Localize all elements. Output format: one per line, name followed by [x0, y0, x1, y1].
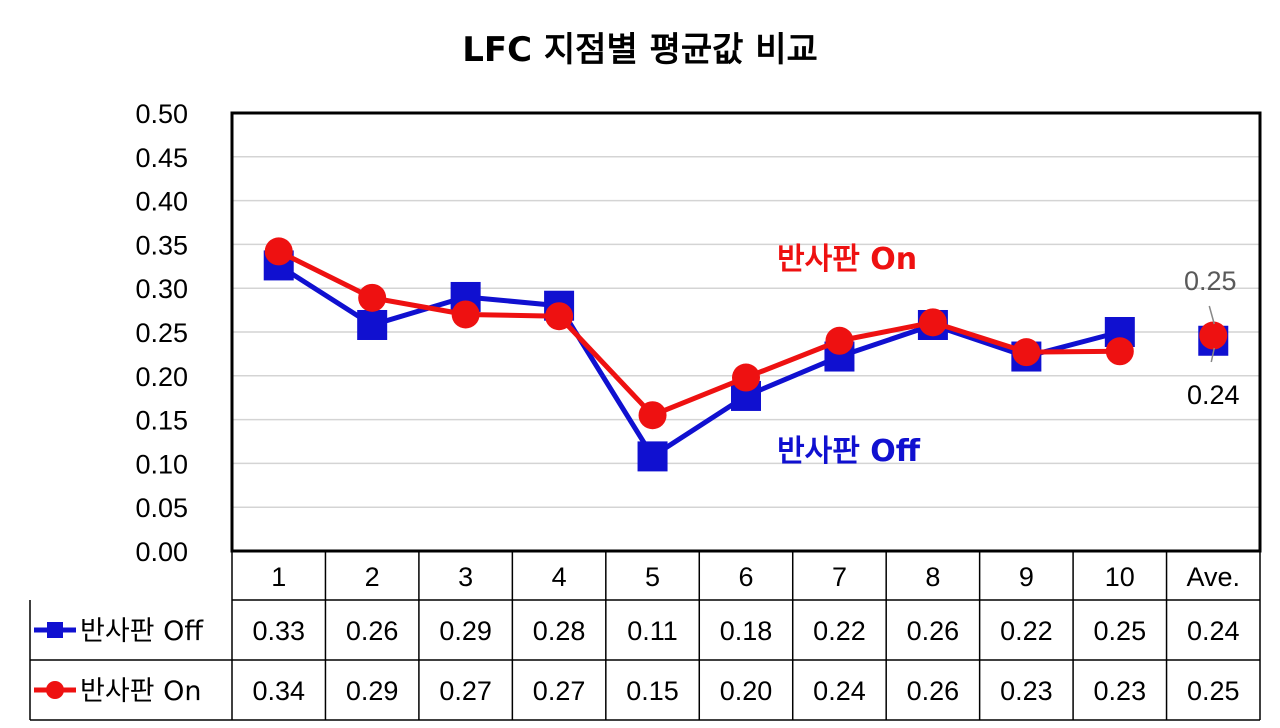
table-cell-on: 0.15	[626, 676, 679, 706]
table-cell-on: 0.23	[1094, 676, 1147, 706]
series-label-off: 반사판 Off	[777, 434, 921, 469]
y-tick-label: 0.25	[135, 318, 188, 348]
table-cell-off: 0.25	[1094, 616, 1147, 646]
average-label-off: 0.24	[1187, 380, 1240, 410]
x-tick-label: Ave.	[1186, 562, 1240, 592]
plot-area-border	[230, 111, 1262, 553]
data-point-on	[264, 237, 293, 266]
table-cell-on: 0.26	[907, 676, 960, 706]
y-tick-label: 0.35	[135, 230, 188, 260]
data-point-on	[1012, 338, 1041, 367]
y-tick-label: 0.15	[135, 406, 188, 436]
table-cell-on: 0.25	[1187, 676, 1240, 706]
y-tick-label: 0.05	[135, 493, 188, 523]
series-line-off	[277, 263, 1121, 459]
table-cell-off: 0.22	[1000, 616, 1053, 646]
series-label-on: 반사판 On	[777, 242, 917, 277]
y-tick-label: 0.00	[135, 537, 188, 567]
x-tick-label: 7	[832, 562, 847, 592]
data-point-on	[732, 363, 760, 392]
table-cell-off: 0.24	[1187, 616, 1240, 646]
y-tick-label: 0.40	[135, 187, 188, 217]
data-point-on	[545, 302, 574, 331]
leader-line	[1210, 347, 1216, 363]
table-cell-off: 0.18	[720, 616, 773, 646]
table-cell-off: 0.29	[439, 616, 492, 646]
series-line-on	[277, 249, 1120, 418]
data-point-on	[451, 300, 480, 329]
x-tick-label: 5	[645, 562, 660, 592]
data-point-on	[825, 326, 854, 355]
data-point-off	[637, 441, 668, 472]
x-tick-label: 9	[1019, 562, 1034, 592]
data-point-on	[1199, 321, 1228, 350]
data-point-on	[638, 401, 667, 430]
table-cell-on: 0.23	[1000, 676, 1053, 706]
table-cell-on: 0.20	[720, 676, 773, 706]
legend-marker-off	[47, 622, 63, 638]
table-cell-off: 0.28	[533, 616, 586, 646]
data-point-on	[918, 308, 947, 337]
y-tick-label: 0.50	[135, 99, 188, 129]
data-point-off	[357, 309, 388, 340]
x-tick-label: 2	[365, 562, 380, 592]
x-tick-label: 6	[738, 562, 753, 592]
y-tick-label: 0.30	[135, 274, 188, 304]
table-cell-off: 0.11	[627, 616, 678, 646]
table-cell-on: 0.27	[439, 676, 492, 706]
table-cell-on: 0.27	[533, 676, 586, 706]
x-tick-label: 4	[552, 562, 567, 592]
x-tick-label: 10	[1105, 562, 1135, 592]
y-tick-label: 0.10	[135, 449, 188, 479]
legend-label-off: 반사판 Off	[80, 616, 204, 647]
y-tick-label: 0.45	[135, 143, 188, 173]
leader-line	[1208, 305, 1215, 325]
table-cell-off: 0.26	[346, 616, 399, 646]
x-tick-label: 8	[925, 562, 940, 592]
table-cell-on: 0.34	[252, 676, 305, 706]
x-tick-label: 3	[458, 562, 473, 592]
data-point-on	[358, 283, 387, 312]
y-tick-label: 0.20	[135, 362, 188, 392]
table-cell-off: 0.33	[252, 616, 305, 646]
average-label-on: 0.25	[1184, 266, 1237, 296]
chart-title: LFC 지점별 평균값 비교	[462, 30, 818, 70]
table-cell-on: 0.24	[813, 676, 866, 706]
table-cell-on: 0.29	[346, 676, 399, 706]
data-point-on	[1105, 337, 1134, 366]
x-tick-label: 1	[271, 562, 286, 592]
table-cell-off: 0.26	[907, 616, 960, 646]
legend-marker-on	[46, 681, 64, 699]
legend-label-on: 반사판 On	[80, 676, 201, 707]
table-cell-off: 0.22	[813, 616, 866, 646]
